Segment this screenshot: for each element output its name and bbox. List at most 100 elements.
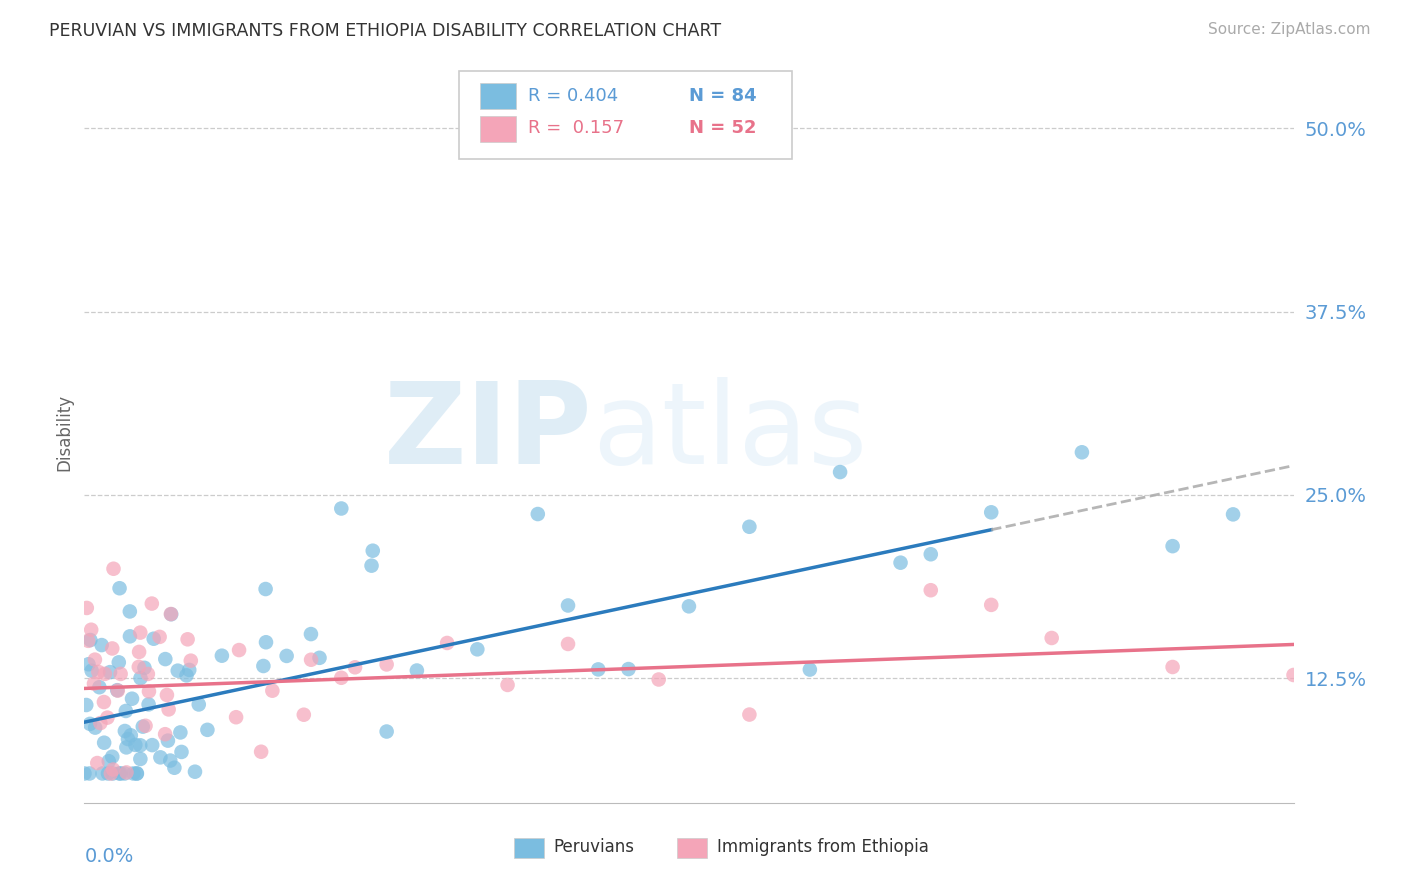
Point <box>129 625 152 640</box>
Point <box>110 667 132 681</box>
Point <box>1161 539 1184 553</box>
Point <box>136 667 159 681</box>
Point <box>101 749 124 764</box>
Point <box>94 666 117 681</box>
Point <box>890 556 912 570</box>
Point <box>308 650 330 665</box>
Point <box>1161 660 1184 674</box>
Point <box>211 648 233 663</box>
Point <box>121 691 143 706</box>
Point <box>115 740 138 755</box>
Point <box>118 604 141 618</box>
Point <box>125 766 148 780</box>
Point <box>920 583 942 598</box>
Point <box>617 662 640 676</box>
Point <box>141 738 163 752</box>
Point <box>292 707 315 722</box>
Text: R =  0.157: R = 0.157 <box>529 120 624 137</box>
Point <box>160 607 183 621</box>
Point <box>125 766 148 780</box>
Point <box>79 717 101 731</box>
Point <box>149 750 172 764</box>
Point <box>138 684 160 698</box>
Point <box>176 668 198 682</box>
Point <box>75 698 97 712</box>
Point <box>166 664 188 678</box>
Point <box>107 656 129 670</box>
Point <box>1071 445 1094 459</box>
Point <box>84 652 107 666</box>
Point <box>141 597 163 611</box>
Point <box>436 636 458 650</box>
Point <box>228 643 250 657</box>
Point <box>115 765 138 780</box>
Point <box>1040 631 1063 645</box>
Text: N = 84: N = 84 <box>689 87 756 104</box>
Point <box>114 724 136 739</box>
Point <box>262 683 284 698</box>
Point <box>93 736 115 750</box>
Point <box>648 673 671 687</box>
Point <box>169 725 191 739</box>
Y-axis label: Disability: Disability <box>55 394 73 471</box>
Point <box>184 764 207 779</box>
Point <box>129 671 152 685</box>
Point <box>738 520 761 534</box>
Point <box>129 752 152 766</box>
Point <box>254 635 277 649</box>
Point <box>138 698 160 712</box>
Point <box>678 599 700 614</box>
Bar <box>479 83 516 109</box>
Point <box>97 754 120 768</box>
Point <box>135 719 157 733</box>
Text: ZIP: ZIP <box>384 377 592 488</box>
Point <box>128 645 150 659</box>
Bar <box>479 116 516 142</box>
Point <box>330 671 353 685</box>
Text: Peruvians: Peruvians <box>554 838 634 856</box>
Point <box>252 659 274 673</box>
Point <box>180 654 202 668</box>
Point <box>114 766 136 780</box>
Point <box>980 598 1002 612</box>
Point <box>250 745 273 759</box>
Text: 0.0%: 0.0% <box>84 847 134 866</box>
Point <box>160 607 183 622</box>
Point <box>406 664 429 678</box>
Point <box>830 465 852 479</box>
Point <box>114 704 136 718</box>
Point <box>980 505 1002 519</box>
Point <box>89 716 111 731</box>
Point <box>361 543 384 558</box>
Point <box>80 664 103 678</box>
Point <box>1222 508 1244 522</box>
Point <box>98 665 121 679</box>
Point <box>89 680 111 694</box>
Text: N = 52: N = 52 <box>689 120 756 137</box>
Point <box>156 688 179 702</box>
Point <box>197 723 219 737</box>
Point <box>920 547 942 561</box>
Point <box>344 660 367 674</box>
FancyBboxPatch shape <box>460 71 792 159</box>
Point <box>163 761 186 775</box>
Point <box>76 601 98 615</box>
Point <box>1282 668 1305 682</box>
Point <box>153 727 176 741</box>
Point <box>91 766 114 780</box>
Point <box>77 633 100 648</box>
Point <box>103 562 125 576</box>
Point <box>375 657 398 672</box>
Point <box>156 733 179 747</box>
Bar <box>513 838 544 858</box>
Text: atlas: atlas <box>592 377 868 488</box>
Point <box>73 766 96 780</box>
Point <box>149 630 172 644</box>
Point <box>117 732 139 747</box>
Point <box>588 662 610 676</box>
Point <box>77 657 100 672</box>
Point <box>1403 650 1406 665</box>
Point <box>101 766 124 780</box>
Point <box>93 695 115 709</box>
Point <box>225 710 247 724</box>
